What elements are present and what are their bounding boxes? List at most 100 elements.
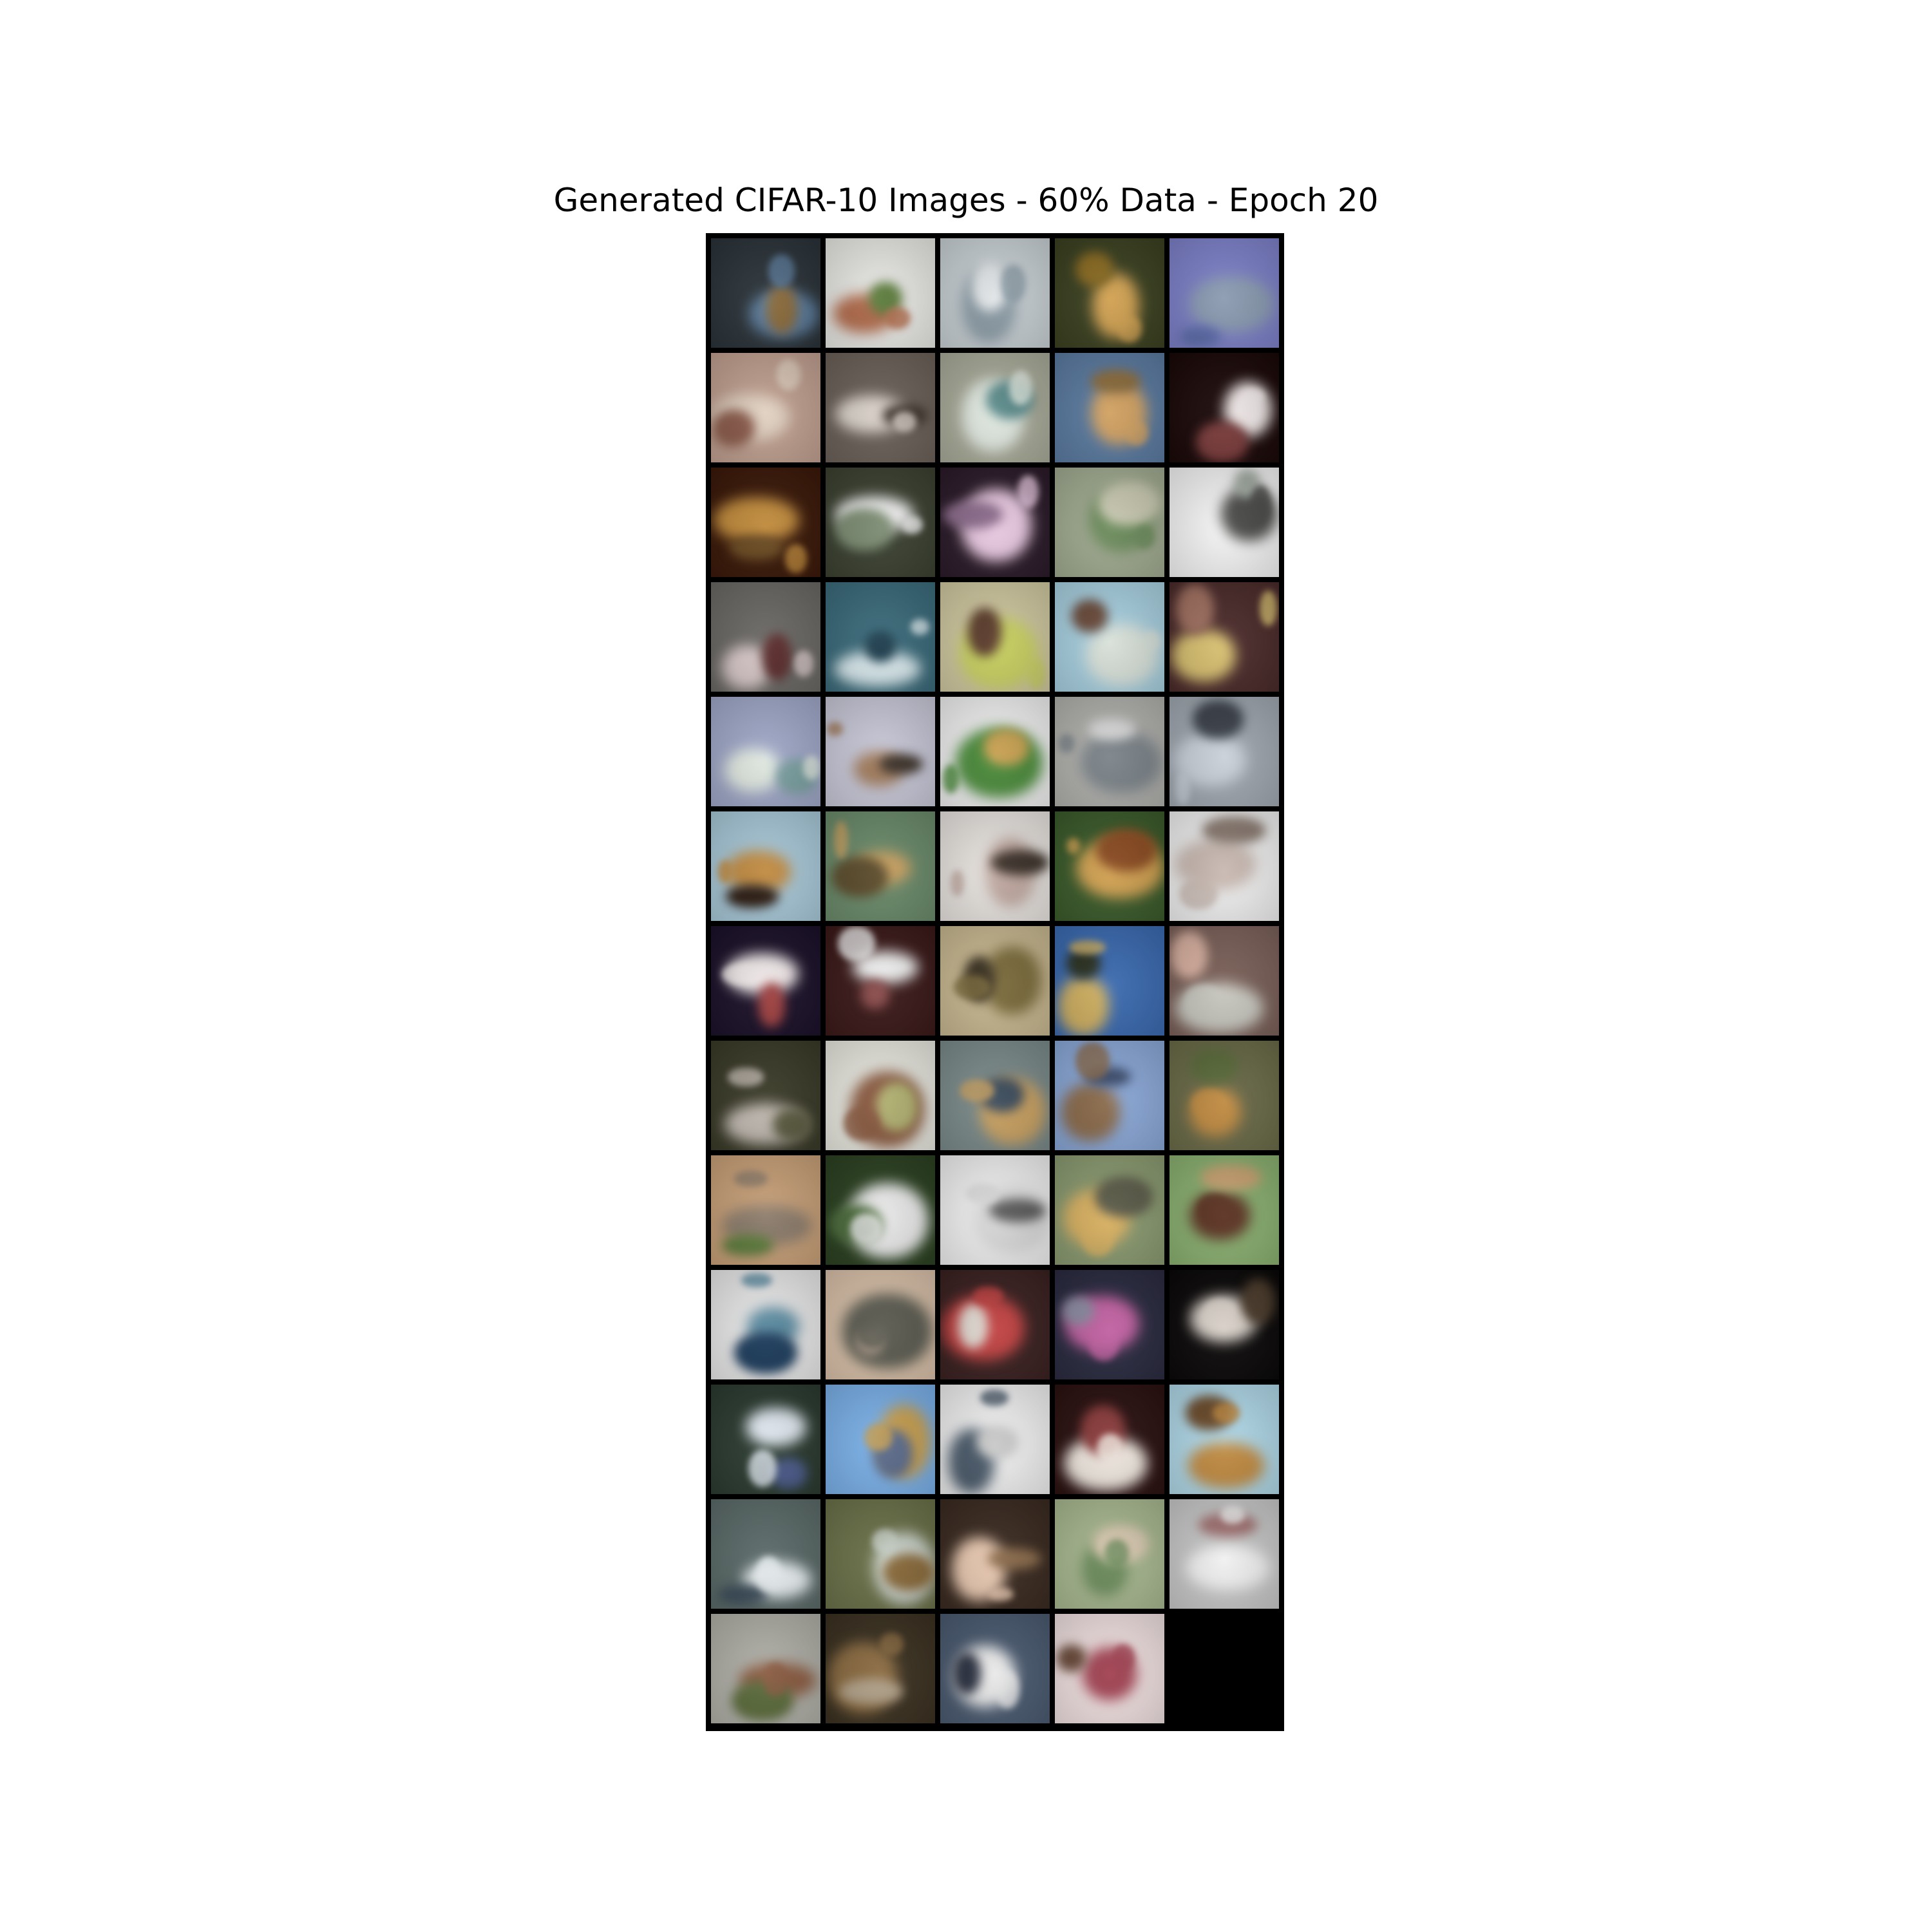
image-shading [1170,1385,1279,1494]
image-blob [1075,251,1114,287]
image-blob [1188,1442,1265,1488]
image-shading [940,697,1050,806]
image-shading [1055,582,1164,692]
image-blob [871,1528,898,1554]
image-blob [1198,1194,1230,1220]
image-shading [1055,926,1164,1036]
image-blob [745,1408,806,1446]
image-shading [826,697,935,806]
image-blob [879,1633,904,1656]
image-blob [1056,1645,1087,1672]
generated-image [1170,582,1279,692]
generated-image [826,582,935,692]
image-blob [850,1213,884,1245]
image-shading [711,926,820,1036]
image-blob [1075,1042,1110,1080]
image-blob [766,285,797,334]
generated-image [826,353,935,462]
generated-image [1170,697,1279,806]
generated-image [826,697,935,806]
image-blob [1096,1434,1124,1465]
generated-image [1055,926,1164,1036]
image-shading [940,582,1050,692]
image-blob [1057,976,1109,1036]
image-shading [826,468,935,577]
generated-image [711,1270,820,1379]
generated-image [1055,697,1164,806]
image-shading [826,811,935,921]
image-blob [755,1556,782,1593]
image-blob [876,1081,918,1132]
image-shading [711,468,820,577]
image-blob [768,254,795,288]
generated-image [711,353,820,462]
image-shading [826,926,935,1036]
image-shading [1055,1614,1164,1723]
image-blob [1179,878,1218,910]
image-blob [864,630,896,663]
image-shading [1170,1499,1279,1609]
image-shading [1055,1155,1164,1265]
image-blob [879,753,923,774]
image-blob [803,755,820,781]
generated-image [1055,582,1164,692]
generated-image [1170,1499,1279,1609]
image-blob [1171,931,1208,980]
image-blob [1097,481,1160,526]
generated-image [1055,353,1164,462]
image-blob [1189,276,1274,333]
image-blob [980,1389,1009,1406]
generated-image [711,1041,820,1150]
image-blob [976,1426,1019,1459]
image-blob [793,650,813,677]
image-blob [773,1108,812,1142]
image-blob [884,307,911,330]
image-blob [839,1678,904,1704]
generated-image [711,1614,820,1723]
image-blob [990,849,1049,876]
image-shading [826,1614,935,1723]
generated-image [711,468,820,577]
image-blob [1171,629,1236,683]
image-blob [724,748,782,792]
image-shading [1055,468,1164,577]
image-blob [728,1068,764,1086]
image-blob [966,1183,999,1204]
generated-image [1170,1041,1279,1150]
image-blob [758,982,785,1027]
image-shading [1055,697,1164,806]
image-blob [826,722,844,736]
image-shading [711,238,820,348]
generated-image [711,582,820,692]
image-blob [1200,1164,1262,1190]
generated-image [826,238,935,348]
generated-image [826,1270,935,1379]
image-shading [711,811,820,921]
generated-image [826,1041,935,1150]
image-shading [940,1499,1050,1609]
image-shading [1170,1155,1279,1265]
generated-image [711,926,820,1036]
image-shading [1170,1270,1279,1379]
generated-image [1170,468,1279,577]
image-blob [1104,1539,1130,1569]
image-shading [1055,353,1164,462]
generated-image [1055,811,1164,921]
image-blob [1175,772,1191,806]
image-shading [1170,353,1279,462]
image-blob [1061,1296,1094,1325]
image-blob [996,1671,1019,1709]
image-shading [1055,1041,1164,1150]
generated-image [1055,468,1164,577]
generated-image [940,1385,1050,1494]
image-blob [950,869,964,897]
image-blob [832,857,888,897]
image-shading [1170,926,1279,1036]
generated-image [1055,238,1164,348]
generated-image [940,1499,1050,1609]
image-shading [826,238,935,348]
image-blob [717,860,733,883]
image-shading [826,353,935,462]
generated-image [1170,1155,1279,1265]
generated-image [826,926,935,1036]
